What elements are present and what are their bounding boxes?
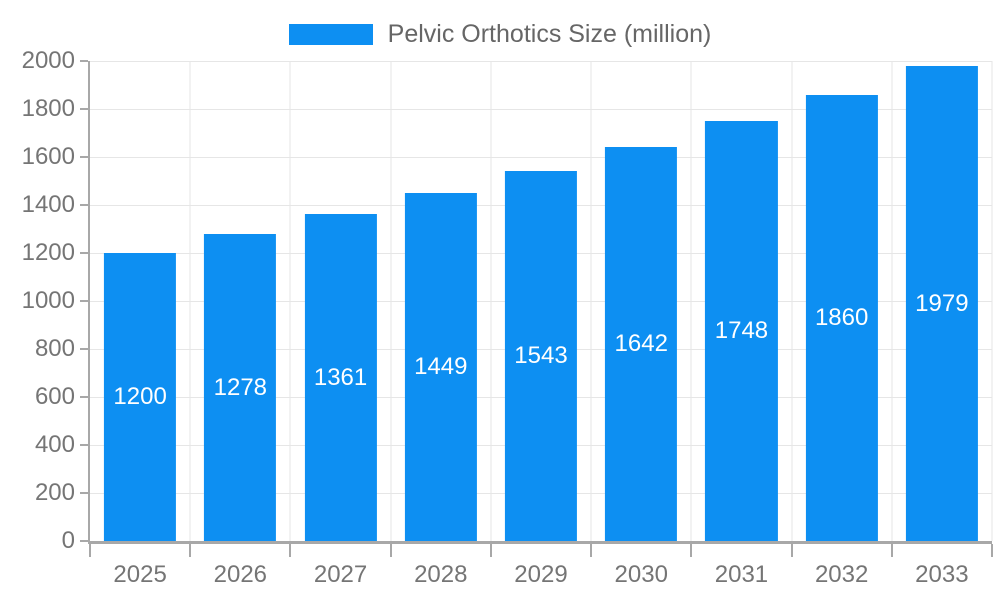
- gridline-vertical-7: [791, 61, 793, 541]
- x-axis-label-2026: 2026: [213, 561, 268, 588]
- x-axis-tick-8: [890, 544, 893, 557]
- x-axis-tick-9: [991, 544, 993, 557]
- bar-2026: 1278: [204, 234, 277, 541]
- x-axis-line: [88, 541, 992, 544]
- y-axis-labels: 0 200 400 600 800 1000 1200 1400 1600 1800 2000: [0, 47, 75, 554]
- y-axis-label-1400: 1400: [21, 191, 75, 218]
- y-axis-tick-1200: [80, 252, 88, 254]
- gridline-vertical-5: [590, 61, 592, 541]
- y-axis-label-2000: 2000: [21, 47, 75, 74]
- y-axis-tick-1800: [80, 108, 88, 110]
- y-axis-label-600: 600: [34, 383, 75, 410]
- gridline-vertical-1: [189, 61, 191, 541]
- x-axis-tick-6: [690, 544, 693, 557]
- bar-2025: 1200: [104, 253, 177, 541]
- x-axis-label-2030: 2030: [614, 561, 668, 588]
- x-axis-label-2033: 2033: [915, 561, 969, 588]
- gridline-vertical-8: [891, 61, 893, 541]
- x-axis-tick-1: [189, 544, 192, 557]
- legend: Pelvic Orthotics Size (million): [0, 19, 1000, 48]
- plot-area: 1200 1278 1361 1449 1543 1642 1748 1860 1979: [80, 60, 993, 557]
- x-axis-label-2029: 2029: [514, 561, 568, 588]
- x-axis-labels: 2025 2026 2027 2028 2029 2030 2031 2032 2033: [90, 559, 992, 591]
- gridline-vertical-4: [490, 61, 492, 541]
- x-axis-tick-0: [89, 544, 91, 557]
- y-axis-tick-1600: [80, 156, 88, 158]
- bar-value-label-2027: 1361: [313, 363, 368, 391]
- gridline-horizontal-2000: [90, 61, 992, 62]
- y-axis-label-1800: 1800: [21, 95, 75, 122]
- y-axis-label-0: 0: [61, 527, 75, 554]
- bar-2033: 1979: [905, 66, 978, 541]
- bar-value-label-2026: 1278: [213, 373, 268, 401]
- gridline-vertical-3: [390, 61, 392, 541]
- x-axis-tick-4: [489, 544, 492, 557]
- y-axis-tick-800: [80, 348, 88, 350]
- bar-value-label-2025: 1200: [113, 383, 167, 410]
- y-axis-label-1000: 1000: [21, 287, 75, 314]
- bar-value-label-2028: 1449: [414, 353, 468, 381]
- bar-2029: 1543: [504, 170, 578, 541]
- y-axis-label-1200: 1200: [21, 239, 75, 266]
- y-axis-tick-200: [80, 492, 88, 494]
- y-axis-tick-400: [80, 444, 88, 446]
- bar-2027: 1361: [304, 214, 377, 541]
- y-axis-tick-0: [80, 540, 88, 542]
- bar-2030: 1642: [605, 146, 678, 541]
- y-axis-tick-2000: [80, 60, 88, 62]
- gridline-vertical-6: [690, 61, 692, 541]
- x-axis-tick-5: [590, 544, 593, 557]
- gridline-vertical-2: [289, 61, 291, 541]
- legend-swatch[interactable]: [288, 23, 373, 45]
- x-axis-label-2031: 2031: [714, 561, 769, 588]
- bar-value-label-2032: 1860: [814, 303, 869, 331]
- y-axis-tick-1000: [80, 300, 88, 302]
- x-axis-label-2028: 2028: [414, 561, 468, 588]
- y-axis-label-200: 200: [34, 479, 75, 506]
- legend-label[interactable]: Pelvic Orthotics Size (million): [387, 19, 712, 48]
- x-axis-tick-2: [289, 544, 292, 557]
- gridline-horizontal-1800: [90, 109, 992, 110]
- x-axis-label-2032: 2032: [814, 561, 869, 588]
- y-axis-tick-600: [80, 396, 88, 398]
- bar-value-label-2031: 1748: [714, 317, 769, 345]
- y-axis-tick-1400: [80, 204, 88, 206]
- gridline-vertical-9: [991, 61, 993, 541]
- bar-2032: 1860: [805, 94, 878, 541]
- bar-value-label-2030: 1642: [614, 329, 668, 357]
- x-axis-label-2027: 2027: [313, 561, 368, 588]
- x-axis-tick-7: [790, 544, 793, 557]
- y-axis-label-800: 800: [34, 335, 75, 362]
- x-axis-label-2025: 2025: [113, 561, 167, 588]
- gridline-horizontal-1600: [90, 157, 992, 158]
- bar-2031: 1748: [705, 121, 778, 541]
- x-axis-tick-3: [389, 544, 392, 557]
- y-axis-label-400: 400: [34, 431, 75, 458]
- bar-value-label-2033: 1979: [915, 289, 969, 317]
- y-axis-line: [88, 61, 90, 544]
- bar-value-label-2029: 1543: [514, 341, 568, 369]
- bar-2028: 1449: [404, 193, 477, 541]
- y-axis-label-1600: 1600: [21, 143, 75, 170]
